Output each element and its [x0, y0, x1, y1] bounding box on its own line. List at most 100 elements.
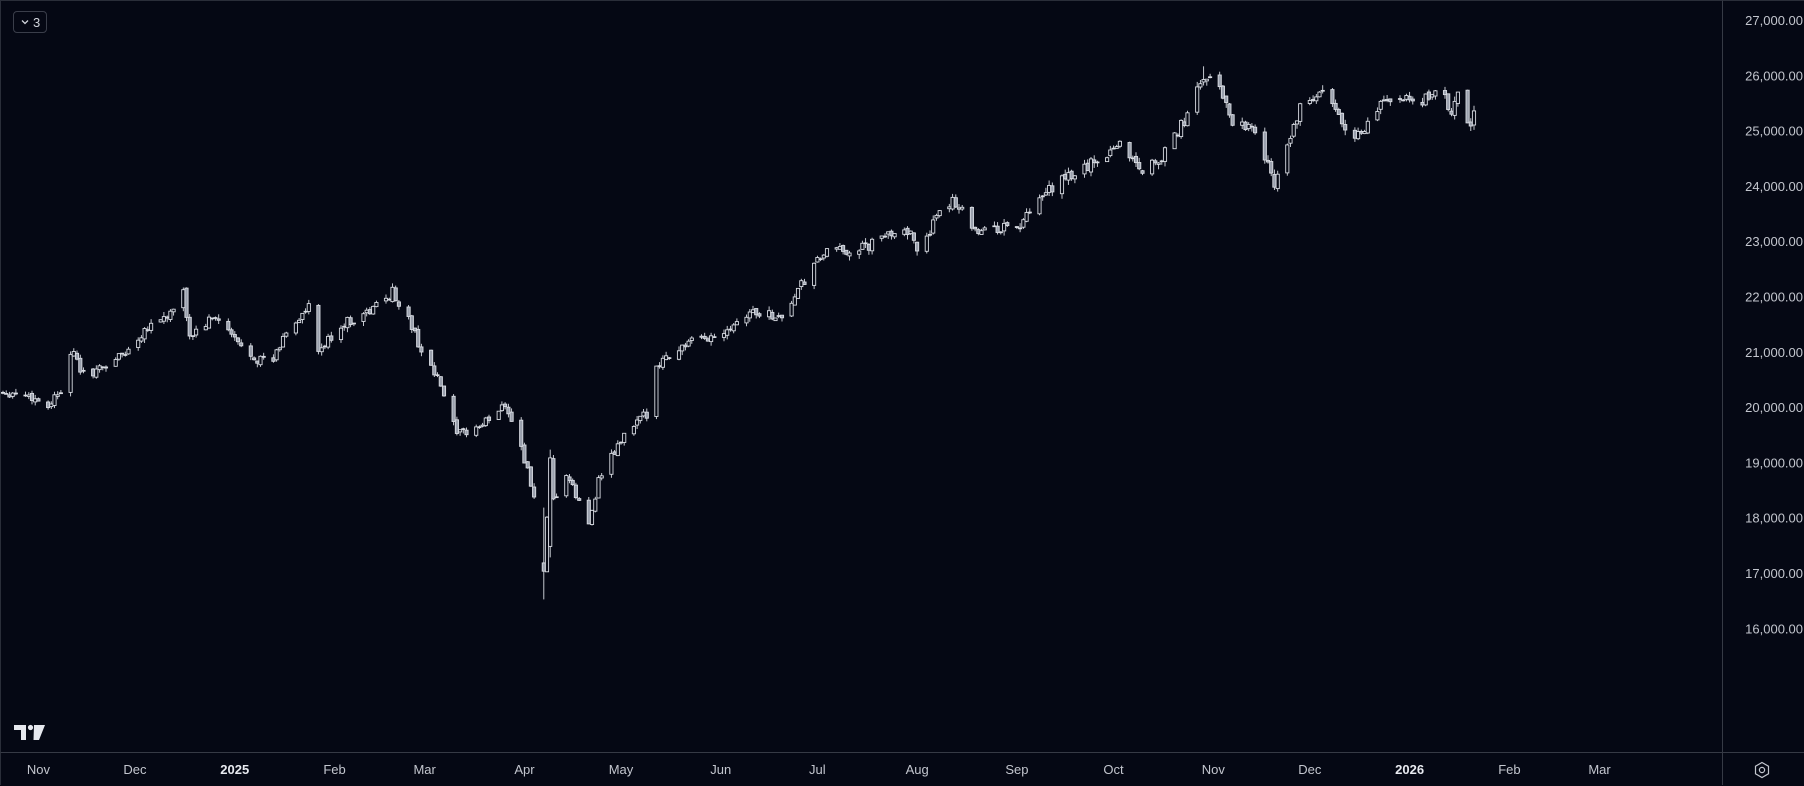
- candle: [795, 287, 801, 299]
- candle: [97, 364, 102, 373]
- candle: [779, 314, 785, 322]
- candle: [1111, 145, 1116, 150]
- price-scale[interactable]: 27,000.00 26,000.00 25,000.00 24,000.00 23,0…: [1722, 0, 1804, 752]
- price-tick-label: 26,000.00: [1745, 68, 1803, 83]
- candle: [995, 222, 1000, 235]
- candle: [654, 365, 659, 420]
- candle: [461, 427, 466, 434]
- candle: [409, 314, 414, 333]
- candle: [956, 204, 962, 214]
- candle: [161, 312, 166, 324]
- candle: [364, 307, 369, 317]
- candle: [1446, 93, 1451, 112]
- candle: [1047, 180, 1052, 196]
- collapse-panes-button[interactable]: 3: [13, 11, 48, 33]
- gear-icon[interactable]: [1753, 761, 1771, 779]
- candle: [474, 424, 479, 438]
- candle: [802, 278, 807, 285]
- time-scale[interactable]: Nov Dec 2025 Feb Mar Apr May Jun Jul Aug Sep Oct Nov…: [0, 752, 1722, 785]
- price-axis[interactable]: 27,000.00 26,000.00 25,000.00 24,000.00 23,0…: [1723, 1, 1804, 753]
- candle: [705, 336, 710, 342]
- candle: [81, 367, 86, 374]
- candle: [1401, 99, 1406, 102]
- candle: [886, 231, 891, 239]
- candle: [1021, 218, 1026, 229]
- candle: [1043, 187, 1048, 196]
- candle: [123, 351, 128, 357]
- candle: [844, 249, 849, 256]
- candle: [210, 317, 215, 321]
- candle: [322, 344, 327, 350]
- candle: [934, 213, 939, 221]
- candle: [564, 474, 569, 498]
- candle: [931, 215, 936, 235]
- candle: [393, 285, 398, 302]
- time-tick-label: Apr: [514, 762, 535, 777]
- candle: [1085, 159, 1090, 172]
- candle: [1069, 169, 1074, 181]
- candle: [998, 231, 1003, 235]
- candle: [1465, 89, 1470, 124]
- plot-area[interactable]: 3: [0, 0, 1722, 752]
- candle: [593, 496, 598, 513]
- candle: [145, 326, 150, 333]
- candle: [770, 309, 775, 321]
- candle: [947, 203, 952, 213]
- candlestick-chart[interactable]: [1, 1, 1722, 752]
- candle: [351, 322, 356, 327]
- time-axis[interactable]: Nov Dec 2025 Feb Mar Apr May Jun Jul Aug Sep Oct Nov…: [1, 753, 1723, 786]
- candle: [860, 240, 865, 250]
- candle: [1179, 119, 1184, 139]
- candle: [326, 333, 331, 350]
- candle: [1330, 88, 1335, 107]
- candle: [361, 312, 366, 326]
- tradingview-logo-icon[interactable]: [14, 723, 46, 741]
- candle: [29, 390, 35, 405]
- candle: [541, 507, 546, 600]
- candle: [10, 392, 15, 399]
- candle: [570, 478, 575, 486]
- candle: [567, 474, 572, 484]
- candle: [1137, 157, 1142, 171]
- candle: [1027, 208, 1032, 215]
- candle: [464, 427, 469, 438]
- candle: [300, 312, 305, 324]
- candle: [229, 327, 234, 338]
- candle: [728, 325, 733, 332]
- price-tick-label: 16,000.00: [1745, 621, 1803, 636]
- candle: [992, 221, 997, 228]
- candle: [969, 206, 974, 231]
- candle: [892, 233, 897, 239]
- candle: [1220, 85, 1225, 100]
- candle: [319, 343, 324, 356]
- candle: [721, 329, 727, 342]
- candle: [596, 475, 601, 499]
- candle: [142, 327, 147, 343]
- candle: [477, 425, 482, 429]
- candle: [329, 331, 334, 343]
- candle: [396, 300, 401, 310]
- candle: [33, 394, 38, 406]
- candle: [953, 194, 958, 208]
- candle: [252, 356, 257, 361]
- candle: [519, 417, 524, 451]
- candle: [348, 315, 353, 328]
- candle: [664, 351, 669, 361]
- candle: [734, 318, 739, 326]
- price-tick-label: 21,000.00: [1745, 345, 1803, 360]
- candle: [1433, 90, 1438, 100]
- candle: [1240, 117, 1245, 129]
- candle: [622, 432, 627, 446]
- candle: [1040, 195, 1045, 201]
- candle: [232, 331, 237, 341]
- candle: [203, 323, 208, 331]
- time-tick-label: 2026: [1395, 762, 1424, 777]
- candle: [1339, 112, 1345, 128]
- candle: [1288, 135, 1293, 147]
- candle: [1265, 155, 1271, 164]
- candle: [683, 342, 688, 351]
- candle: [419, 343, 424, 357]
- candle: [1204, 78, 1209, 86]
- candle: [857, 249, 862, 259]
- time-tick-label: Aug: [906, 762, 929, 777]
